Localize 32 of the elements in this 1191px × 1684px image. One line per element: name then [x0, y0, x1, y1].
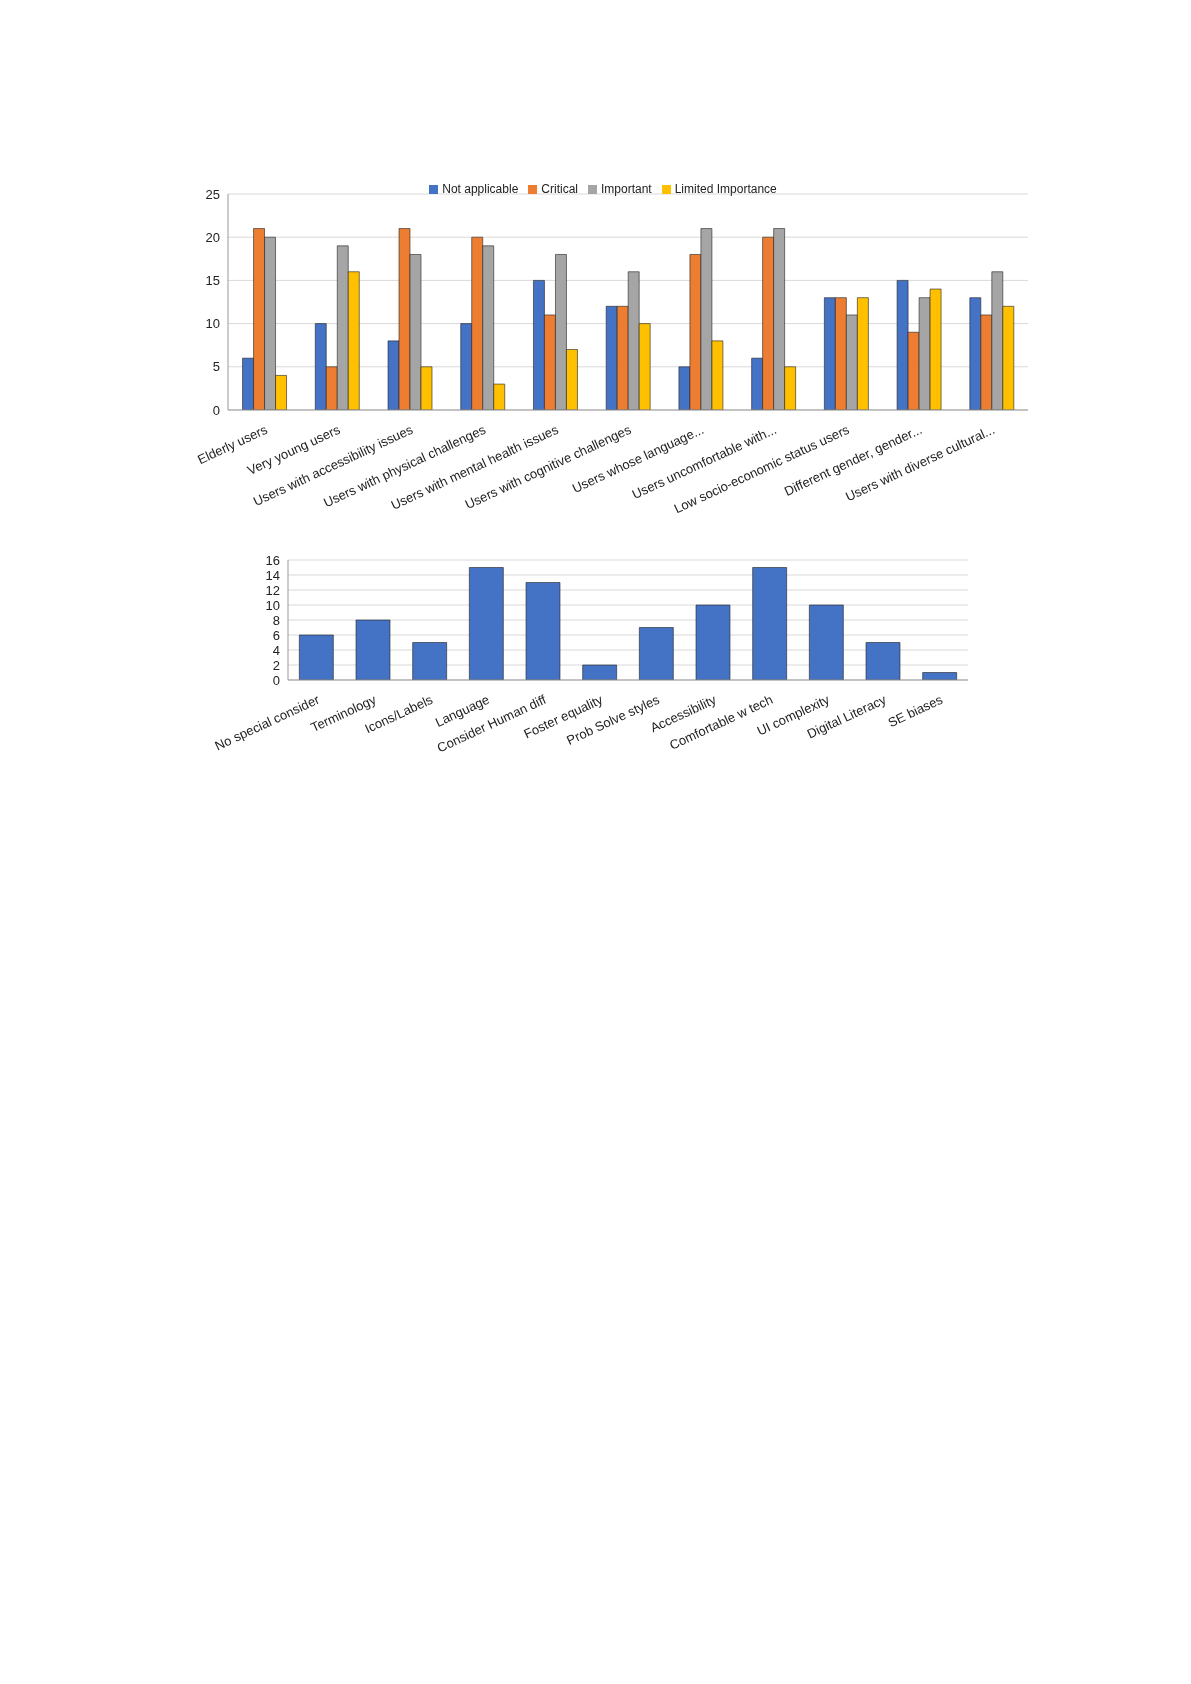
bar: [582, 664, 617, 680]
bar: [355, 619, 391, 680]
x-tick-label: SE biases: [885, 691, 946, 731]
legend-label: Limited Importance: [674, 182, 777, 196]
y-tick-label: 5: [212, 359, 220, 375]
bar: [695, 604, 731, 680]
y-tick-label: 25: [205, 186, 220, 202]
y-tick-label: 4: [272, 642, 280, 658]
bar: [412, 642, 447, 680]
bar: [922, 672, 957, 680]
legend-label: Important: [600, 182, 652, 196]
y-tick-label: 8: [272, 612, 280, 628]
y-tick-label: 10: [205, 316, 220, 332]
bar: [865, 642, 901, 680]
y-tick-label: 0: [272, 672, 280, 688]
y-tick-label: 14: [265, 567, 280, 583]
y-tick-label: 15: [205, 273, 220, 289]
y-tick-label: 10: [265, 597, 280, 613]
y-tick-label: 0: [212, 402, 220, 418]
y-tick-label: 12: [265, 582, 280, 598]
bar: [469, 567, 504, 680]
bar: [752, 567, 787, 680]
legend-label: Not applicable: [442, 182, 519, 196]
bar: [525, 582, 561, 680]
y-tick-label: 20: [205, 229, 220, 245]
y-tick-label: 6: [272, 627, 280, 643]
y-tick-label: 16: [265, 552, 280, 568]
bar: [809, 604, 844, 680]
y-tick-label: 2: [272, 657, 280, 673]
legend-label: Critical: [541, 182, 578, 196]
bar: [299, 634, 334, 680]
bar: [639, 627, 674, 680]
